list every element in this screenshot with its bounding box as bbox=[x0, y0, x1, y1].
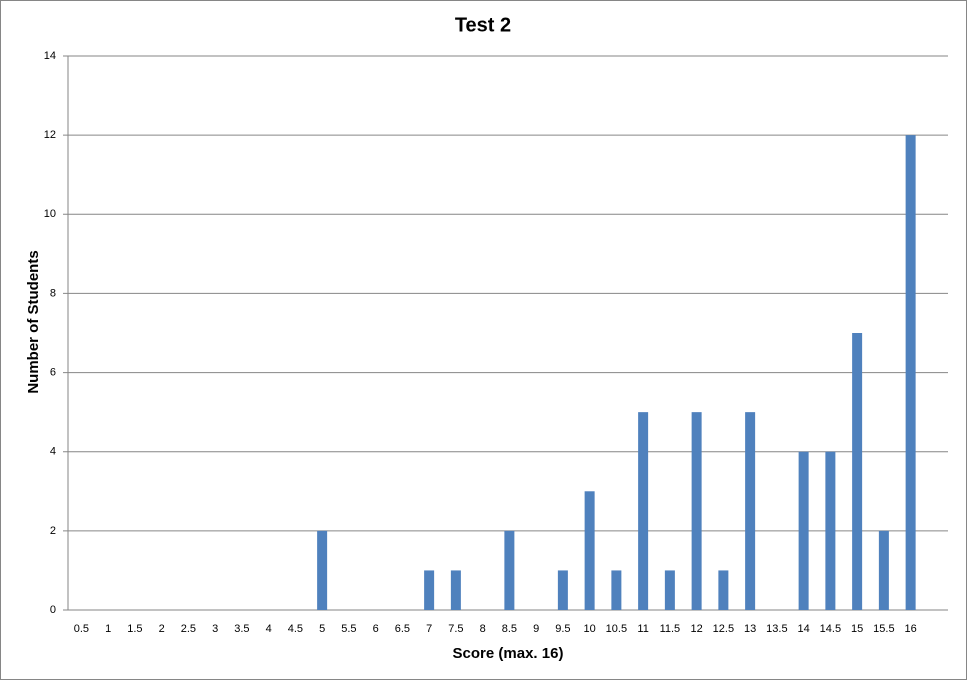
bar bbox=[638, 412, 649, 610]
x-tick-label: 0.5 bbox=[74, 623, 89, 635]
bar bbox=[424, 570, 435, 610]
x-tick-label: 9 bbox=[533, 623, 539, 635]
x-tick-label: 2 bbox=[159, 623, 165, 635]
x-tick-label: 8 bbox=[480, 623, 486, 635]
bar bbox=[557, 570, 568, 610]
bar bbox=[825, 451, 836, 610]
x-tick-label: 1 bbox=[105, 623, 111, 635]
x-tick-label: 11 bbox=[637, 623, 648, 635]
bar bbox=[852, 333, 863, 610]
y-axis-label: Number of Students bbox=[25, 250, 42, 393]
bar bbox=[718, 570, 729, 610]
y-tick-label: 4 bbox=[50, 446, 56, 458]
x-tick-label: 2.5 bbox=[181, 623, 196, 635]
bar bbox=[878, 530, 889, 610]
x-tick-label: 4.5 bbox=[288, 623, 303, 635]
chart-title: Test 2 bbox=[455, 14, 511, 36]
bar bbox=[504, 530, 515, 610]
bar bbox=[691, 412, 702, 610]
y-tick-label: 0 bbox=[50, 604, 56, 616]
x-tick-label: 10 bbox=[584, 623, 596, 635]
y-tick-label: 6 bbox=[50, 366, 56, 378]
bar bbox=[745, 412, 756, 610]
x-tick-label: 3.5 bbox=[234, 623, 249, 635]
x-tick-label: 10.5 bbox=[606, 623, 627, 635]
x-tick-label: 13 bbox=[744, 623, 756, 635]
y-tick-label: 10 bbox=[44, 208, 56, 220]
x-tick-label: 4 bbox=[266, 623, 272, 635]
x-axis-label: Score (max. 16) bbox=[453, 645, 564, 662]
x-tick-label: 12.5 bbox=[713, 623, 734, 635]
y-tick-label: 8 bbox=[50, 287, 56, 299]
x-tick-label: 5.5 bbox=[341, 623, 356, 635]
x-tick-label: 16 bbox=[905, 623, 917, 635]
bar bbox=[317, 530, 328, 610]
x-tick-label: 13.5 bbox=[766, 623, 787, 635]
x-tick-label: 14 bbox=[798, 623, 810, 635]
bar bbox=[664, 570, 675, 610]
x-tick-label: 15.5 bbox=[873, 623, 894, 635]
y-tick-label: 14 bbox=[44, 50, 56, 62]
x-tick-label: 15 bbox=[851, 623, 863, 635]
x-tick-label: 3 bbox=[212, 623, 218, 635]
x-tick-label: 8.5 bbox=[502, 623, 517, 635]
bar bbox=[584, 491, 595, 610]
x-tick-label: 6 bbox=[373, 623, 379, 635]
x-tick-label: 12 bbox=[691, 623, 703, 635]
x-tick-label: 6.5 bbox=[395, 623, 410, 635]
bar bbox=[450, 570, 461, 610]
x-tick-label: 11.5 bbox=[660, 623, 681, 635]
x-tick-label: 7 bbox=[426, 623, 432, 635]
bar bbox=[798, 451, 809, 610]
x-tick-label: 1.5 bbox=[127, 623, 142, 635]
x-tick-label: 14.5 bbox=[820, 623, 841, 635]
y-tick-label: 2 bbox=[50, 525, 56, 537]
y-tick-label: 12 bbox=[44, 129, 56, 141]
x-tick-label: 5 bbox=[319, 623, 325, 635]
bar bbox=[905, 135, 916, 610]
bar bbox=[611, 570, 622, 610]
x-tick-label: 7.5 bbox=[448, 623, 463, 635]
x-tick-label: 9.5 bbox=[555, 623, 570, 635]
